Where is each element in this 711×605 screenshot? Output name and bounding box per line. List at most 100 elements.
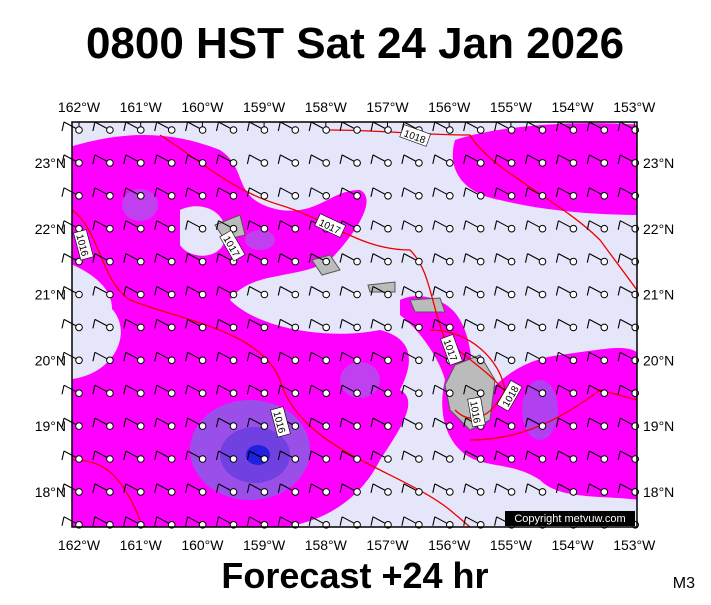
barb-station [229,192,238,200]
barb-feather [586,319,590,329]
barb-station [538,159,547,167]
barb-feather [215,220,220,230]
barb-feather [463,253,467,263]
barb-feather [61,121,65,132]
barb-station [198,488,207,496]
barb-station [167,455,176,463]
barb-station [384,488,392,496]
barb-station [353,290,361,299]
barb-feather [432,154,436,165]
barb-feather [586,154,590,165]
barb-station [569,488,578,496]
barb-feather [92,220,96,230]
barb-feather [524,121,529,132]
isobar-label: 1016 [467,396,486,428]
barb-feather [61,220,65,230]
barb-feather [215,286,220,296]
barb-station [198,323,207,332]
barb-station [167,192,176,200]
lon-label-bottom: 154°W [552,537,595,553]
barb-station [353,488,361,496]
barb-station [384,257,392,266]
barb-station [507,455,516,463]
barb-station [415,488,423,496]
barb-feather [339,319,343,329]
barb-station [600,290,609,299]
barb-feather [277,516,281,526]
barb-feather [123,352,127,362]
barb-station [198,356,207,365]
barb-station [569,192,578,200]
barb-station [167,224,176,233]
barb-station [291,257,300,266]
barb-feather [339,450,343,461]
barb-feather [246,385,250,395]
barb-feather [401,220,405,230]
barb-station [538,126,547,134]
lon-label-bottom: 160°W [181,537,224,553]
barb-station [476,356,485,365]
barb-feather [246,516,250,526]
islands [214,214,496,431]
barb-feather [123,516,127,526]
barb-station [353,455,361,463]
barb-feather [555,450,559,461]
barb-feather [308,154,312,165]
barb-feather [432,385,436,395]
barb-feather [277,385,281,395]
barb-feather [215,352,220,362]
barb-feather [494,154,498,165]
barb-station [476,290,485,299]
barb-station [600,192,609,200]
barb-station [600,159,609,167]
barb-station [75,159,83,167]
barb-station [322,323,331,332]
barb-station [75,192,83,200]
barb-feather [432,319,436,329]
barb-feather [277,187,281,197]
barb-station [106,192,114,200]
barb-feather [432,220,436,230]
barb-station [476,159,485,167]
barb-station [476,224,485,233]
barb-station [167,389,176,398]
barb-station [569,224,578,233]
barb-feather [92,450,96,461]
barb-station [75,126,83,134]
barb-station [446,389,454,398]
barb-feather [617,286,621,296]
barb-station [384,389,392,398]
barb-station [198,257,207,266]
barb-feather [494,319,498,329]
barb-feather [586,385,590,395]
barb-feather [246,483,250,494]
barb-station [75,323,83,332]
barb-feather [61,352,65,362]
lon-label-top: 154°W [552,99,595,115]
barb-station [198,290,207,299]
barb-feather [61,417,65,428]
barb-feather [617,187,621,197]
barb-feather [277,253,281,263]
barb-station [446,224,454,233]
lat-label-left: 19°N [35,418,66,434]
barb-feather [524,220,529,230]
barb-station [415,356,423,365]
barb-feather [185,352,189,362]
barb-feather [61,286,65,296]
barb-station [415,192,423,200]
barb-feather [617,220,621,230]
barb-feather [370,154,374,165]
barb-feather [586,417,590,428]
barb-feather [185,450,189,461]
barb-station [569,159,578,167]
barb-station [538,389,547,398]
barb-feather [555,319,559,329]
barb-feather [524,286,529,296]
barb-feather [123,121,127,132]
barb-station [167,257,176,266]
barb-station [167,290,176,299]
barb-feather [494,385,498,395]
barb-feather [494,450,498,461]
barb-feather [339,385,343,395]
